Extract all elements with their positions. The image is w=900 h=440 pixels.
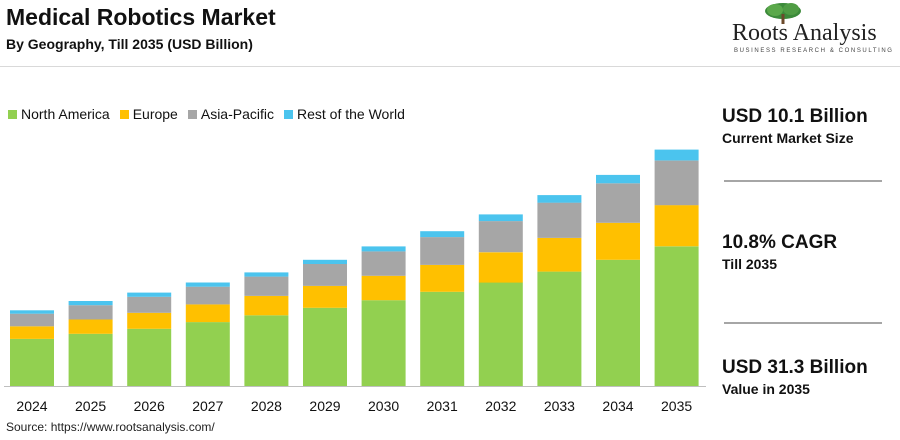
bar-segment: [596, 259, 640, 386]
bar-segment: [185, 304, 230, 323]
legend-item-north-america: North America: [8, 106, 110, 122]
stat-divider: [724, 180, 882, 182]
bar-segment: [596, 174, 640, 184]
bar-segment: [185, 282, 230, 287]
bar-segment: [10, 326, 54, 339]
x-tick-label: 2030: [368, 398, 399, 414]
bar-segment: [127, 328, 172, 386]
bar-segment: [68, 333, 113, 386]
roots-analysis-logo: Roots Analysis BUSINESS RESEARCH & CONSU…: [728, 2, 896, 60]
stat-current-market-size: USD 10.1 Billion Current Market Size: [722, 106, 868, 146]
bar-segment: [537, 202, 582, 238]
bar-segment: [244, 272, 289, 277]
stat-label: Value in 2035: [722, 381, 810, 397]
stat-value: 10.8% CAGR: [722, 232, 838, 253]
x-tick-label: 2033: [544, 398, 575, 414]
bar-segment: [361, 251, 406, 276]
stat-value: USD 31.3 Billion: [722, 357, 868, 378]
bar-segment: [303, 259, 347, 264]
logo-tagline: BUSINESS RESEARCH & CONSULTING: [734, 48, 894, 54]
x-tick-label: 2032: [485, 398, 516, 414]
legend-swatch: [8, 109, 17, 119]
bar-segment: [10, 313, 54, 327]
bar-segment: [654, 246, 699, 386]
legend-label: Asia-Pacific: [200, 106, 274, 122]
bar-segment: [68, 301, 113, 306]
chart-subtitle: By Geography, Till 2035 (USD Billion): [6, 36, 253, 52]
legend-label: Europe: [132, 106, 178, 122]
x-tick-label: 2031: [427, 398, 458, 414]
bar-segment: [303, 307, 347, 386]
bar-segment: [654, 149, 699, 161]
bar-segment: [303, 264, 347, 286]
legend-swatch: [119, 109, 129, 119]
bar-segment: [596, 222, 640, 260]
bar-segment: [654, 205, 699, 247]
tree-icon: [765, 3, 801, 24]
bar-segment: [10, 338, 54, 386]
stat-label: Till 2035: [722, 256, 778, 272]
bar-segment: [478, 221, 523, 253]
bar-segment: [478, 282, 523, 386]
stat-label: Current Market Size: [722, 130, 854, 146]
bar-segment: [68, 305, 113, 320]
bar-segment: [244, 276, 289, 296]
bar-segment: [537, 271, 582, 386]
bar-segment: [596, 183, 640, 223]
bar-segment: [361, 275, 406, 301]
bar-segment: [361, 246, 406, 252]
legend-item-europe: Europe: [119, 106, 178, 122]
source-note: Source: https://www.rootsanalysis.com/: [6, 420, 215, 434]
legend-item-rest-of-world: Rest of the World: [284, 106, 405, 122]
x-tick-label: 2035: [661, 398, 692, 414]
x-tick-label: 2025: [75, 398, 106, 414]
bar-segment: [537, 238, 582, 272]
x-tick-label: 2027: [192, 398, 223, 414]
bar-segment: [127, 292, 172, 297]
legend-item-asia-pacific: Asia-Pacific: [187, 106, 274, 122]
logo-name: Roots Analysis: [732, 20, 877, 46]
x-tick-label: 2029: [309, 398, 340, 414]
bar-segment: [127, 296, 172, 313]
legend-swatch: [284, 109, 293, 119]
x-tick-label: 2024: [16, 398, 47, 414]
bar-segment: [537, 195, 582, 203]
legend-label: Rest of the World: [297, 106, 405, 122]
bar-segment: [68, 319, 113, 334]
legend-swatch: [187, 109, 197, 119]
bar-segment: [361, 300, 406, 386]
bar-segment: [654, 160, 699, 206]
bar-segment: [303, 285, 347, 308]
x-tick-label: 2028: [251, 398, 282, 414]
stat-value: USD 10.1 Billion: [722, 106, 868, 127]
header-divider: [0, 66, 900, 67]
bar-segment: [185, 322, 230, 386]
bar-segment: [10, 310, 54, 314]
bar-segment: [244, 296, 289, 316]
chart-title: Medical Robotics Market: [6, 4, 276, 30]
chart-legend: North America Europe Asia-Pacific Rest o…: [8, 106, 405, 122]
legend-label: North America: [21, 106, 110, 122]
stat-cagr: 10.8% CAGR Till 2035: [722, 232, 837, 272]
bar-segment: [420, 237, 465, 265]
x-tick-label: 2026: [134, 398, 165, 414]
bar-segment: [185, 286, 230, 305]
bar-segment: [244, 315, 289, 386]
stat-value-2035: USD 31.3 Billion Value in 2035: [722, 357, 868, 397]
bar-segment: [478, 214, 523, 222]
x-tick-label: 2034: [602, 398, 633, 414]
stacked-bar-chart: 2024 2025 2026 2027 2028 2029 2030 2031 2032 2033…: [4, 149, 706, 414]
stat-divider: [724, 322, 882, 324]
bar-segment: [420, 231, 465, 238]
bar-segment: [127, 312, 172, 329]
bar-segment: [478, 252, 523, 283]
bar-segment: [420, 291, 465, 386]
bar-segment: [420, 264, 465, 292]
